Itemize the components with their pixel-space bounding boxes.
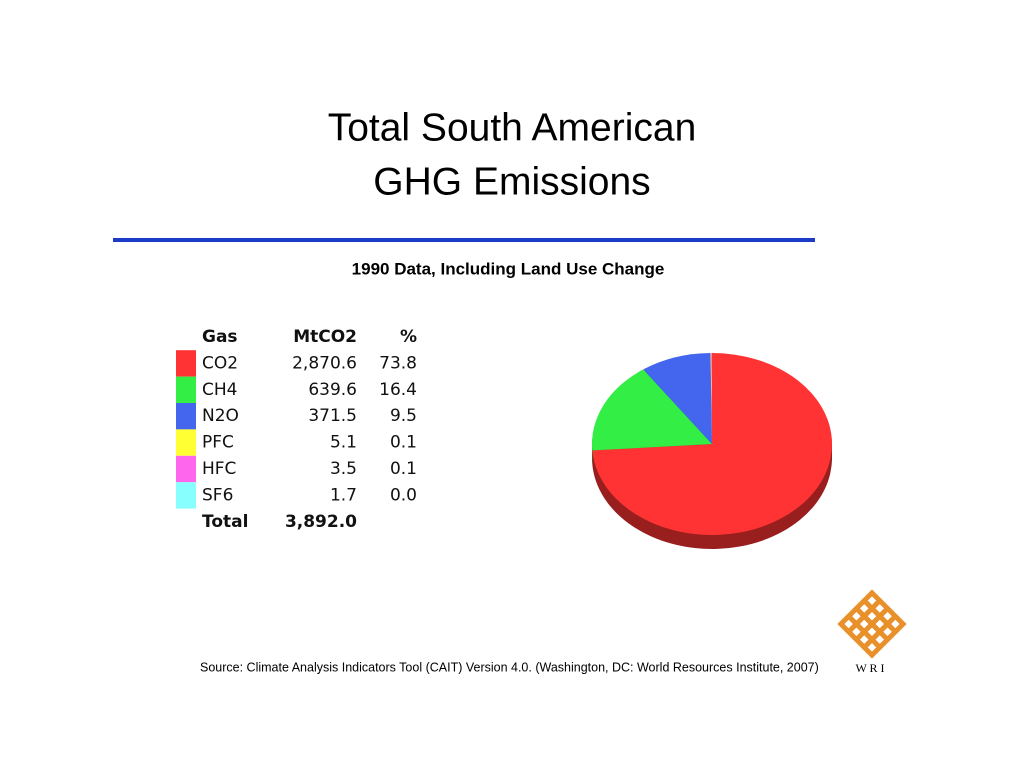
column-header: MtCO2 xyxy=(293,327,357,347)
amount: 1.7 xyxy=(330,485,357,505)
total-label: Total xyxy=(202,512,248,532)
logo-mark xyxy=(837,589,907,659)
column-header: % xyxy=(400,327,417,347)
subtitle: 1990 Data, Including Land Use Change xyxy=(352,259,665,278)
slice xyxy=(643,353,712,444)
amount: 639.6 xyxy=(308,380,357,400)
percent: 0.1 xyxy=(390,433,417,453)
amount: 3.5 xyxy=(330,459,357,479)
rule xyxy=(113,238,815,242)
gas-name: CH4 xyxy=(202,380,237,400)
amount: 5.1 xyxy=(330,433,357,453)
column-header: Gas xyxy=(202,327,238,347)
legend-swatch xyxy=(176,403,196,430)
percent: 73.8 xyxy=(379,353,417,373)
slice xyxy=(710,353,712,444)
legend-swatch xyxy=(176,429,196,456)
logo-text: W R I xyxy=(855,661,884,675)
total-amount: 3,892.0 xyxy=(285,512,357,532)
legend-swatch xyxy=(176,482,196,509)
gas-name: HFC xyxy=(202,459,236,479)
amount: 2,870.6 xyxy=(292,353,357,373)
percent: 16.4 xyxy=(379,380,417,400)
slice xyxy=(711,353,712,444)
legend-swatch xyxy=(176,455,196,483)
legend-swatch xyxy=(176,350,196,377)
gas-name: PFC xyxy=(202,433,234,453)
slice xyxy=(592,353,833,535)
title-line: GHG Emissions xyxy=(373,160,650,203)
gas-name: N2O xyxy=(202,406,239,426)
legend-swatch xyxy=(176,376,196,403)
source: Source: Climate Analysis Indicators Tool… xyxy=(200,660,819,674)
percent: 9.5 xyxy=(390,406,417,426)
gas-name: CO2 xyxy=(202,353,238,373)
gas-name: SF6 xyxy=(202,485,233,505)
amount: 371.5 xyxy=(308,406,357,426)
title-line: Total South American xyxy=(328,106,697,149)
percent: 0.1 xyxy=(390,459,417,479)
slice xyxy=(592,369,712,451)
percent: 0.0 xyxy=(390,485,417,505)
